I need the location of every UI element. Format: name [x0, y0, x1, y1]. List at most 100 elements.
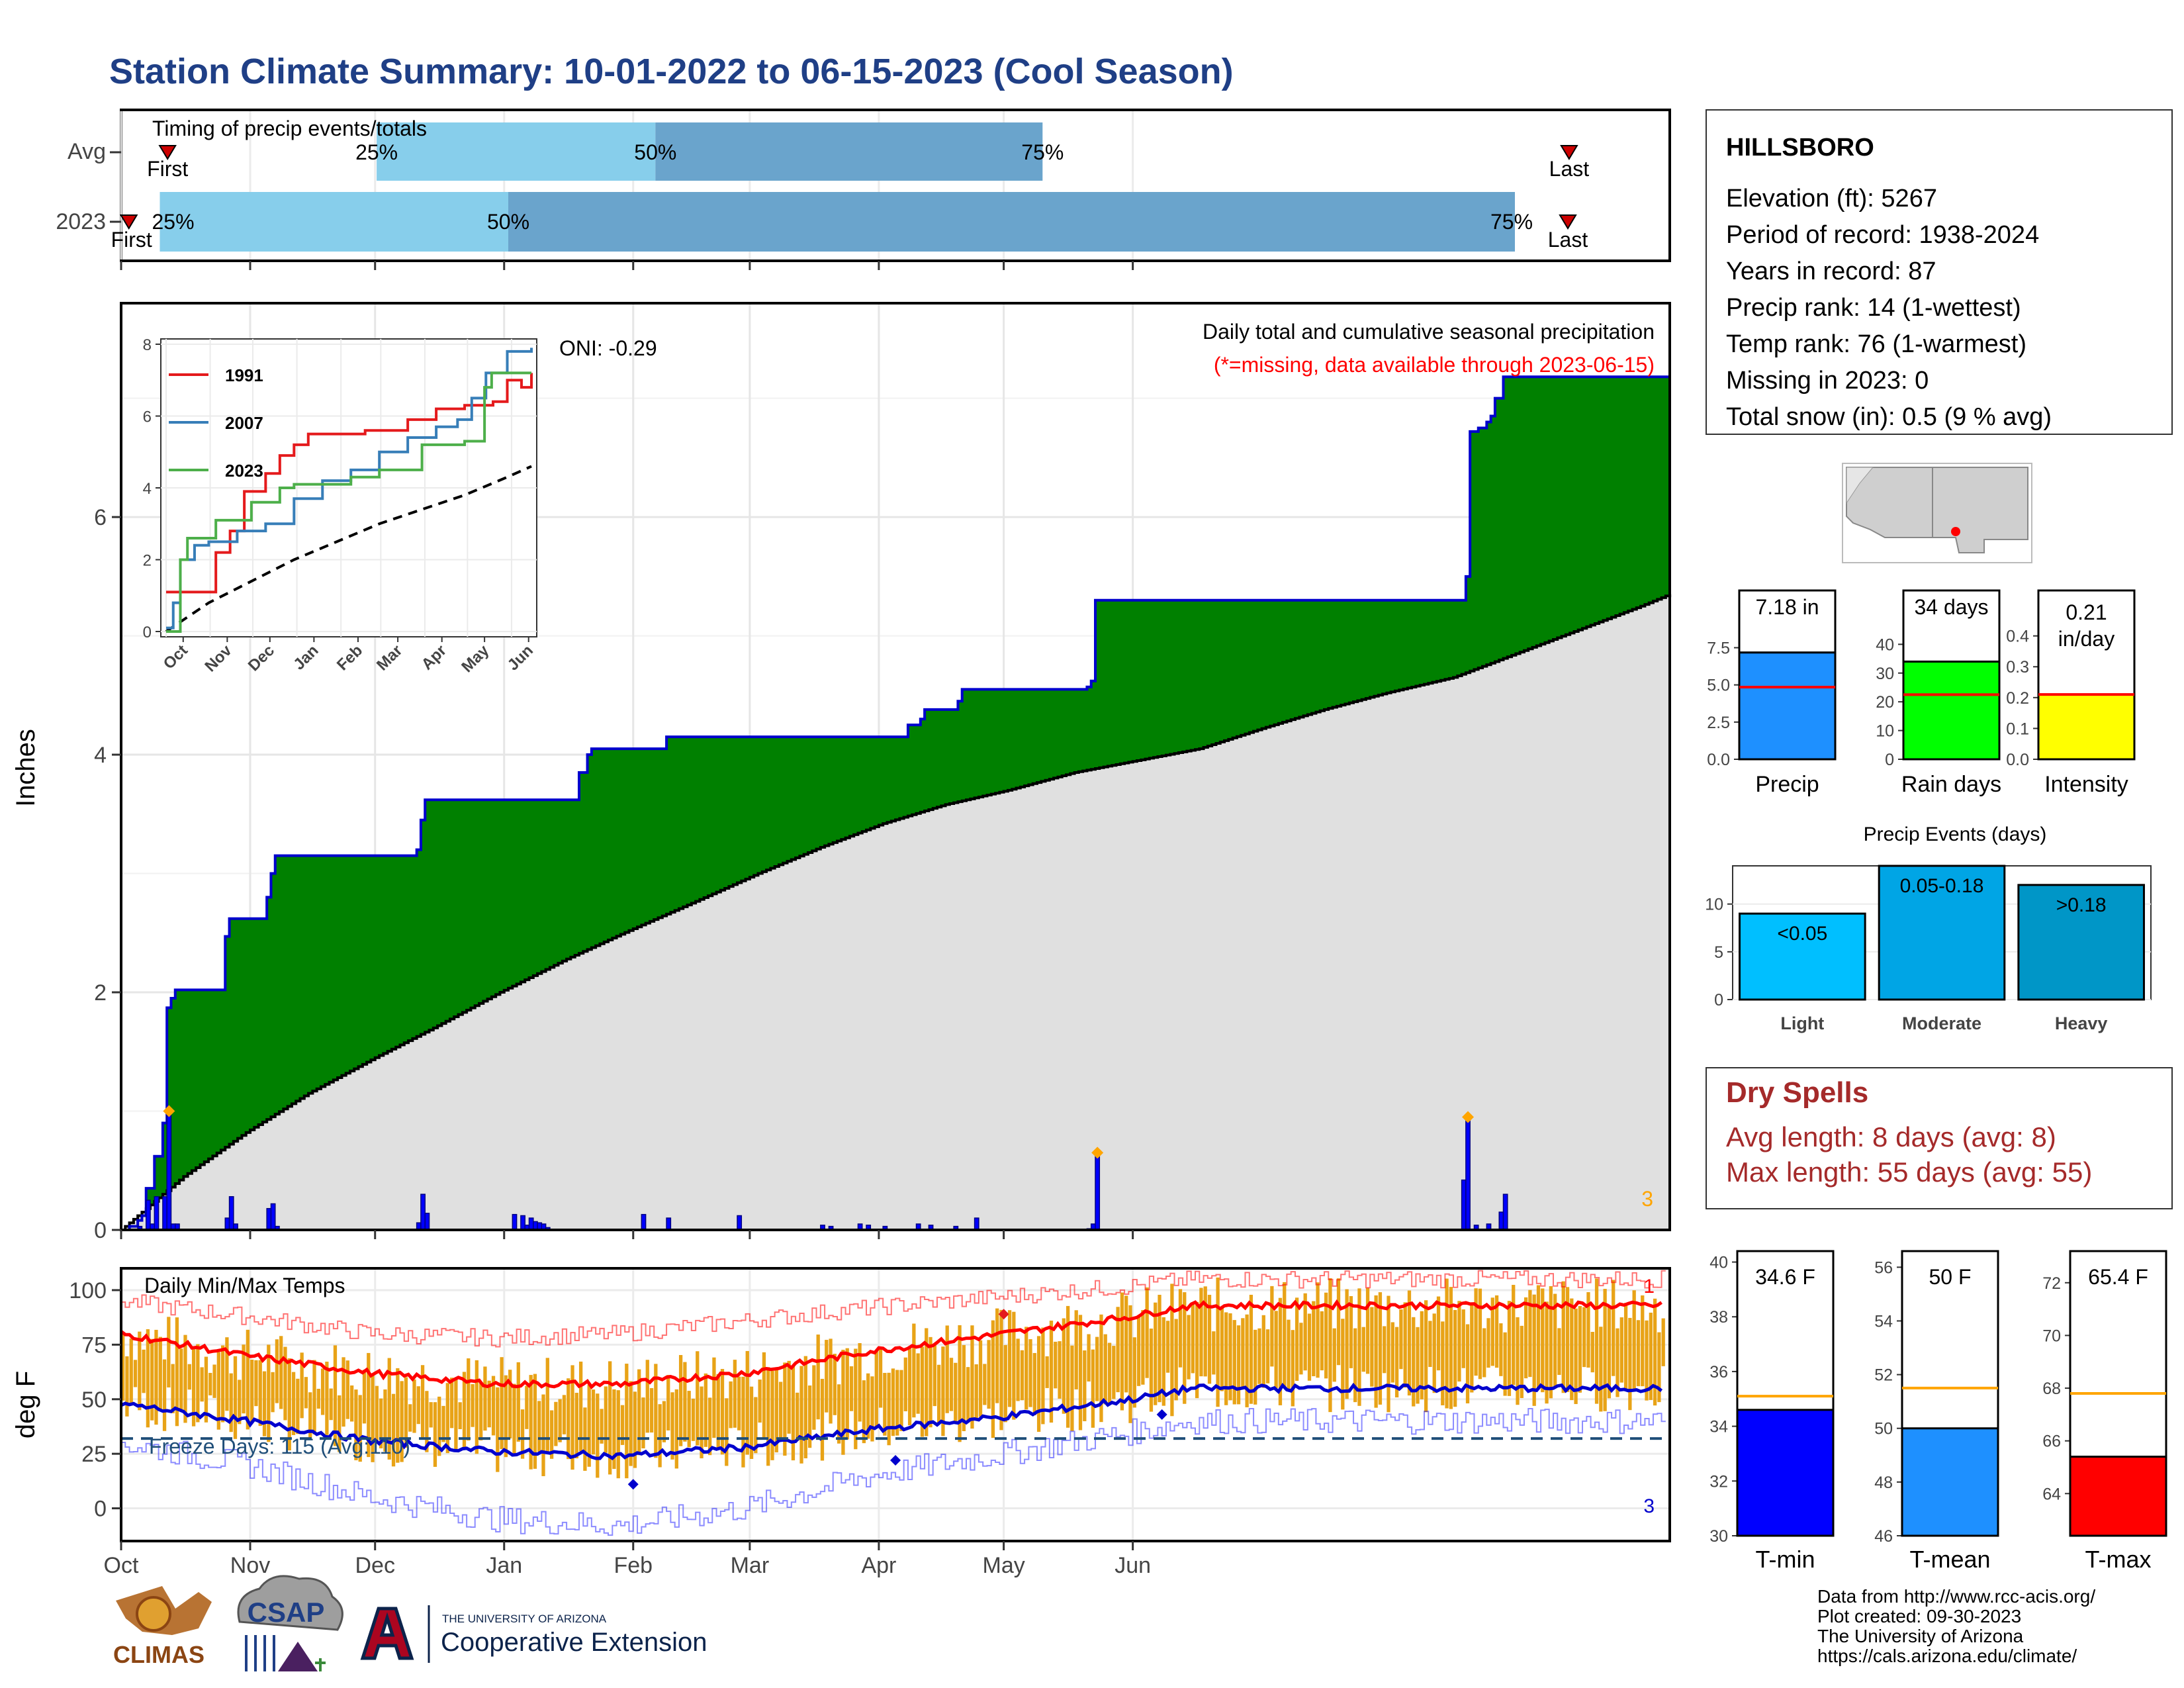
events-bar-moderate — [1878, 865, 2006, 1001]
daily-temp-bar — [1032, 1352, 1036, 1415]
temp-record-marker — [627, 1479, 639, 1490]
precip-max-marker — [1091, 1147, 1104, 1159]
dry-spells-avg: Avg length: 8 days (avg: 8) — [1726, 1121, 2056, 1152]
daily-temp-bar — [1295, 1297, 1299, 1382]
daily-temp-bar — [1461, 1309, 1465, 1368]
daily-temp-bar — [383, 1389, 387, 1452]
daily-temp-bar — [1570, 1298, 1574, 1401]
daily-temp-bar — [991, 1320, 995, 1438]
daily-temp-bar — [825, 1340, 829, 1413]
daily-temp-bar — [1270, 1286, 1274, 1367]
daily-temp-bar — [471, 1383, 475, 1427]
summary-bar-value: 34 days — [1914, 595, 1988, 619]
summary-y-tick-label: 0.1 — [2006, 720, 2029, 738]
average-max-line — [120, 1299, 1662, 1389]
daily-temp-bar — [578, 1361, 583, 1452]
temp-y-tick-label: 100 — [69, 1278, 107, 1303]
daily-temp-bar — [454, 1378, 458, 1452]
daily-temp-bar — [1553, 1293, 1557, 1387]
temp-y-tick-label: 0 — [94, 1497, 107, 1522]
events-category-label: Heavy — [2055, 1013, 2108, 1033]
daily-temp-bar — [907, 1348, 912, 1426]
precip-panel-subtitle: (*=missing, data available through 2023-… — [1214, 353, 1655, 377]
summary-y-tick-label: 0.2 — [2006, 689, 2029, 708]
inset-average-line — [165, 465, 532, 633]
daily-temp-bar — [1436, 1296, 1441, 1371]
daily-temp-bar — [1324, 1292, 1328, 1379]
record-min-line — [121, 1408, 1666, 1536]
footer: CLIMAS CSAP THE UNIVERSITY OF ARIZONA Co… — [113, 1575, 2095, 1671]
daily-temp-bar — [408, 1404, 412, 1432]
daily-temp-bar — [308, 1392, 312, 1438]
daily-temp-bar — [1141, 1310, 1145, 1385]
daily-precip-bar — [420, 1194, 426, 1231]
daily-temp-bar — [570, 1365, 574, 1470]
temp-summary-value: 34.6 F — [1755, 1265, 1815, 1289]
daily-temp-bar — [866, 1373, 870, 1439]
temp-record-marker — [890, 1455, 901, 1466]
daily-temp-bar — [883, 1372, 887, 1436]
temp-summary-y-tick-label: 70 — [2042, 1327, 2061, 1345]
daily-temp-bar — [796, 1392, 799, 1441]
daily-temp-bar — [1058, 1341, 1062, 1399]
precip-events-chart: Precip Events (days) 0 5 10 <0.05 Light 0.05-… — [1705, 823, 2152, 1033]
daily-temp-bar — [1478, 1288, 1482, 1380]
daily-temp-bar — [304, 1377, 308, 1409]
daily-temp-bar — [1024, 1327, 1028, 1410]
daily-temp-bar — [483, 1366, 487, 1431]
daily-temp-bar — [300, 1352, 304, 1419]
daily-precip-bar — [166, 1113, 172, 1231]
daily-temp-bar — [125, 1356, 129, 1417]
daily-temp-bar — [574, 1393, 578, 1459]
daily-temp-bar — [1312, 1301, 1316, 1377]
daily-precip-bar — [224, 1217, 230, 1231]
inset-gridlines — [161, 339, 537, 637]
daily-temp-bar — [829, 1338, 833, 1424]
daily-temp-bar — [1636, 1320, 1641, 1387]
daily-temp-bar — [375, 1385, 379, 1442]
avg-50pct-label: 50% — [634, 140, 676, 164]
temp-summary-y-tick-label: 32 — [1709, 1472, 1728, 1491]
daily-temp-bar — [1653, 1298, 1657, 1406]
daily-temp-bar — [496, 1387, 500, 1472]
daily-temp-bar — [620, 1405, 625, 1445]
daily-temp-bar — [296, 1378, 300, 1434]
daily-temp-bar — [225, 1337, 229, 1411]
events-bar-heavy — [2017, 884, 2145, 1001]
summary-bar-box — [2037, 589, 2136, 696]
daily-temp-bar — [1070, 1345, 1074, 1431]
daily-temp-bar — [433, 1402, 437, 1467]
daily-temp-bar — [1357, 1288, 1361, 1406]
temp-summary-fill — [2069, 1456, 2167, 1537]
daily-temp-bar — [1607, 1307, 1612, 1399]
figure-title: Station Climate Summary: 10-01-2022 to 0… — [109, 52, 1234, 91]
daily-temp-bar — [783, 1362, 787, 1456]
temp-corner-top: 1 — [1643, 1276, 1655, 1297]
daily-precip-bar — [1095, 1155, 1101, 1231]
daily-temp-bar — [700, 1386, 704, 1459]
daily-temp-bar — [845, 1348, 849, 1440]
climas-logo-text: CLIMAS — [113, 1641, 205, 1668]
2023-first-marker — [119, 214, 138, 230]
timing-label: Timing of precip events/totals — [152, 117, 427, 140]
dry-spells-box: Dry Spells Avg length: 8 days (avg: 8) M… — [1706, 1067, 2173, 1209]
month-x-tick-label: Apr — [861, 1553, 896, 1578]
daily-temp-bar — [678, 1354, 683, 1446]
daily-temp-bar — [778, 1382, 783, 1442]
temp-summary-label: T-max — [2085, 1546, 2151, 1573]
daily-temp-bar — [1161, 1317, 1165, 1406]
daily-temp-bar — [1528, 1289, 1532, 1378]
daily-temp-bar — [737, 1376, 741, 1430]
timing-panel: Timing of precip events/totals Avg 2023 … — [56, 109, 1671, 262]
daily-temp-bar — [1399, 1309, 1403, 1370]
daily-temp-bar — [475, 1360, 478, 1454]
daily-temp-bar — [803, 1356, 807, 1459]
summary-bar-label: Precip — [1755, 772, 1819, 797]
daily-temp-bar — [696, 1351, 700, 1446]
daily-temp-bar — [683, 1362, 687, 1442]
daily-temp-bar — [849, 1366, 854, 1411]
daily-temp-bar — [1599, 1327, 1603, 1412]
precip-events-title: Precip Events (days) — [1864, 823, 2047, 845]
month-x-axis: Oct Nov Dec Jan Feb Mar Apr May Jun — [104, 261, 1151, 1578]
precip-y-tick-label: 6 — [94, 505, 107, 530]
